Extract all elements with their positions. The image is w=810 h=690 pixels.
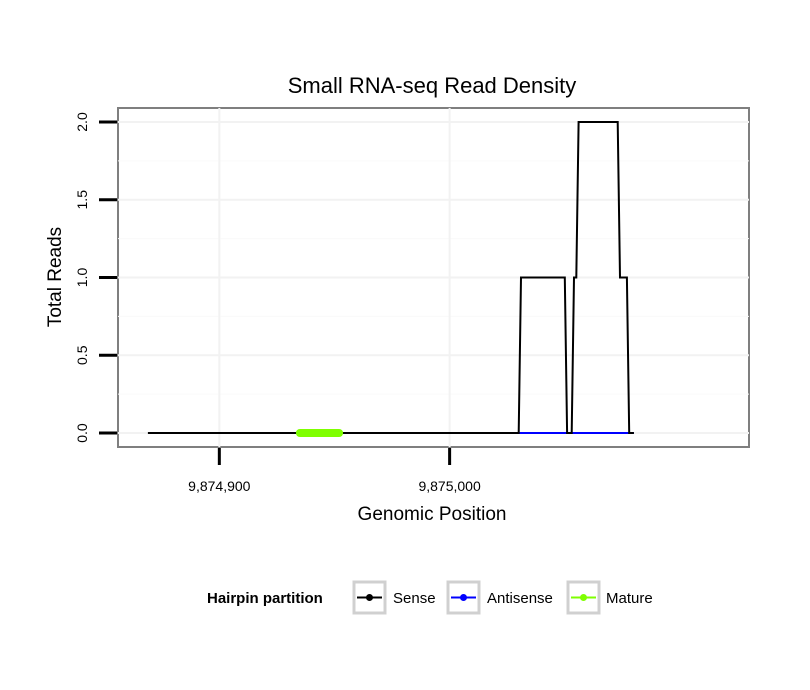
x-tick-label: 9,874,900 [188,478,250,494]
y-tick-label: 1.5 [74,190,90,210]
series-line-sense [147,121,634,434]
legend-label: Antisense [487,590,553,607]
legend: Hairpin partition Sense Antisense Mature [207,580,653,615]
y-tick-label: 0.0 [74,423,90,443]
y-tick-label: 1.0 [74,268,90,288]
series-layer [147,121,634,437]
legend-key-dot [460,594,467,601]
axes: 0.0 0.5 1.0 1.5 2.0 9,874,900 9,875,000 [74,112,481,494]
legend-label: Sense [393,590,436,607]
y-tick-label: 2.0 [74,112,90,132]
y-axis-title: Total Reads [45,227,66,327]
y-tick-label: 0.5 [74,345,90,365]
chart-title: Small RNA-seq Read Density [288,73,577,98]
x-tick-label: 9,875,000 [418,478,480,494]
legend-key-dot [580,594,587,601]
legend-label: Mature [606,590,653,607]
legend-title: Hairpin partition [207,590,323,607]
x-axis-title: Genomic Position [358,504,507,525]
legend-key-dot [366,594,373,601]
